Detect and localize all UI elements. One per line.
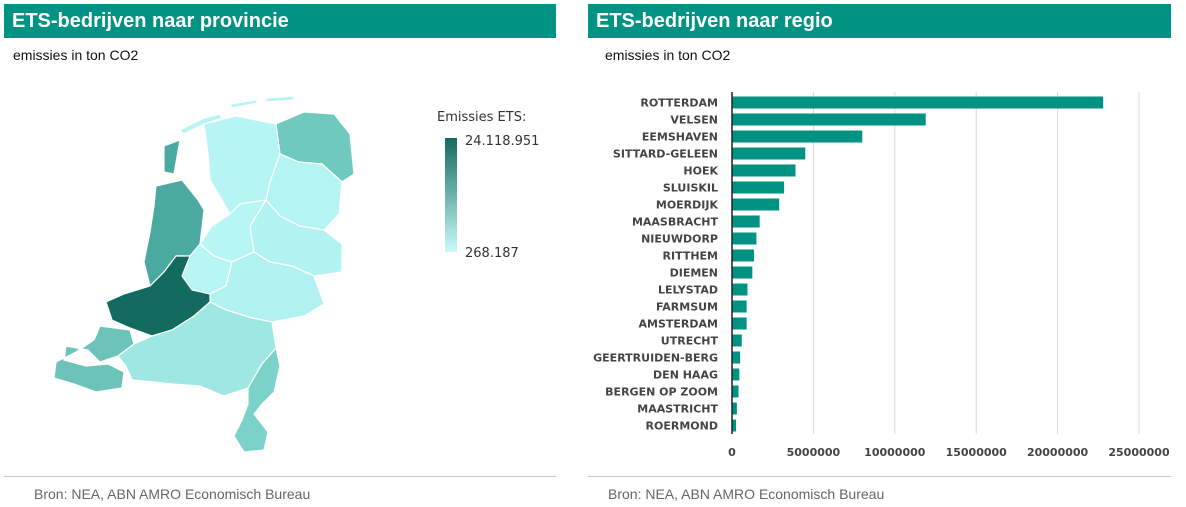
legend-max-label: 24.118.951 [465, 134, 539, 149]
region-panel-title: ETS-bedrijven naar regio [588, 4, 1171, 38]
category-label: DEN HAAG [653, 369, 718, 382]
category-label: VELSEN [670, 114, 718, 127]
region-source-divider [588, 476, 1171, 477]
province-panel-title: ETS-bedrijven naar provincie [4, 4, 556, 38]
bar-ritthem[interactable] [732, 249, 754, 262]
province-source-divider [4, 476, 556, 477]
bar-utrecht[interactable] [732, 334, 742, 347]
category-label: BERGEN OP ZOOM [605, 386, 718, 399]
bar-geertruiden-berg[interactable] [732, 351, 741, 364]
x-tick-label: 10000000 [864, 446, 926, 459]
category-label: MOERDIJK [656, 199, 719, 212]
bar-bergen-op-zoom[interactable] [732, 385, 739, 398]
bar-rotterdam[interactable] [732, 96, 1104, 109]
category-label: DIEMEN [670, 267, 718, 280]
chart-bars [732, 96, 1104, 432]
region-source-text: Bron: NEA, ABN AMRO Economisch Bureau [608, 486, 885, 502]
bar-eemshaven[interactable] [732, 130, 863, 143]
category-label: ROTTERDAM [640, 97, 718, 110]
legend-color-scale [445, 138, 457, 252]
bar-den-haag[interactable] [732, 368, 740, 381]
bar-sittard-geleen[interactable] [732, 147, 806, 160]
legend-title: Emissies ETS: [437, 110, 526, 125]
bar-farmsum[interactable] [732, 300, 747, 313]
x-tick-label: 15000000 [946, 446, 1008, 459]
bar-diemen[interactable] [732, 266, 753, 279]
category-label: NIEUWDORP [641, 233, 718, 246]
chart-x-tick-labels: 0 5000000 10000000 15000000 20000000 25000000 [728, 446, 1170, 459]
province-source-text: Bron: NEA, ABN AMRO Economisch Bureau [34, 486, 311, 502]
x-tick-label: 5000000 [787, 446, 841, 459]
bar-maasbracht[interactable] [732, 215, 760, 228]
province-panel-subtitle: emissies in ton CO2 [13, 47, 139, 63]
category-label: MAASBRACHT [632, 216, 719, 229]
x-tick-label: 0 [728, 446, 736, 459]
legend-min-label: 268.187 [465, 246, 519, 261]
chart-category-labels: ROTTERDAM VELSEN EEMSHAVEN SITTARD-GELEEN HO… [593, 97, 718, 433]
netherlands-map: Emissies ETS: 24.118.951 268.187 [53, 95, 539, 453]
chart-gridlines [812, 92, 1140, 434]
bar-amsterdam[interactable] [732, 317, 747, 330]
category-label: MAASTRICHT [637, 403, 718, 416]
category-label: EEMSHAVEN [642, 131, 718, 144]
bar-roermond[interactable] [732, 419, 737, 432]
bar-maastricht[interactable] [732, 402, 737, 415]
bar-moerdijk[interactable] [732, 198, 780, 211]
category-label: GEERTRUIDEN-BERG [593, 352, 718, 365]
category-label: HOEK [683, 165, 718, 178]
region-bar-chart: ROTTERDAM VELSEN EEMSHAVEN SITTARD-GELEEN HO… [593, 92, 1170, 459]
category-label: AMSTERDAM [639, 318, 718, 331]
bar-hoek[interactable] [732, 164, 796, 177]
bar-nieuwdorp[interactable] [732, 232, 757, 245]
bar-lelystad[interactable] [732, 283, 748, 296]
x-tick-label: 25000000 [1108, 446, 1170, 459]
province-limburg[interactable] [233, 346, 281, 453]
wadden-islands [178, 95, 295, 135]
category-label: RITTHEM [663, 250, 719, 263]
region-panel-subtitle: emissies in ton CO2 [605, 47, 731, 63]
category-label: LELYSTAD [658, 284, 718, 297]
category-label: FARMSUM [656, 301, 718, 314]
category-label: SITTARD-GELEEN [613, 148, 718, 161]
bar-velsen[interactable] [732, 113, 926, 126]
province-panel: ETS-bedrijven naar provincie emissies in… [4, 4, 556, 504]
category-label: ROERMOND [646, 420, 718, 433]
category-label: UTRECHT [661, 335, 719, 348]
region-panel: ETS-bedrijven naar regio emissies in ton… [588, 4, 1171, 504]
category-label: SLUISKIL [663, 182, 718, 195]
bar-sluiskil[interactable] [732, 181, 785, 194]
x-tick-label: 20000000 [1027, 446, 1089, 459]
